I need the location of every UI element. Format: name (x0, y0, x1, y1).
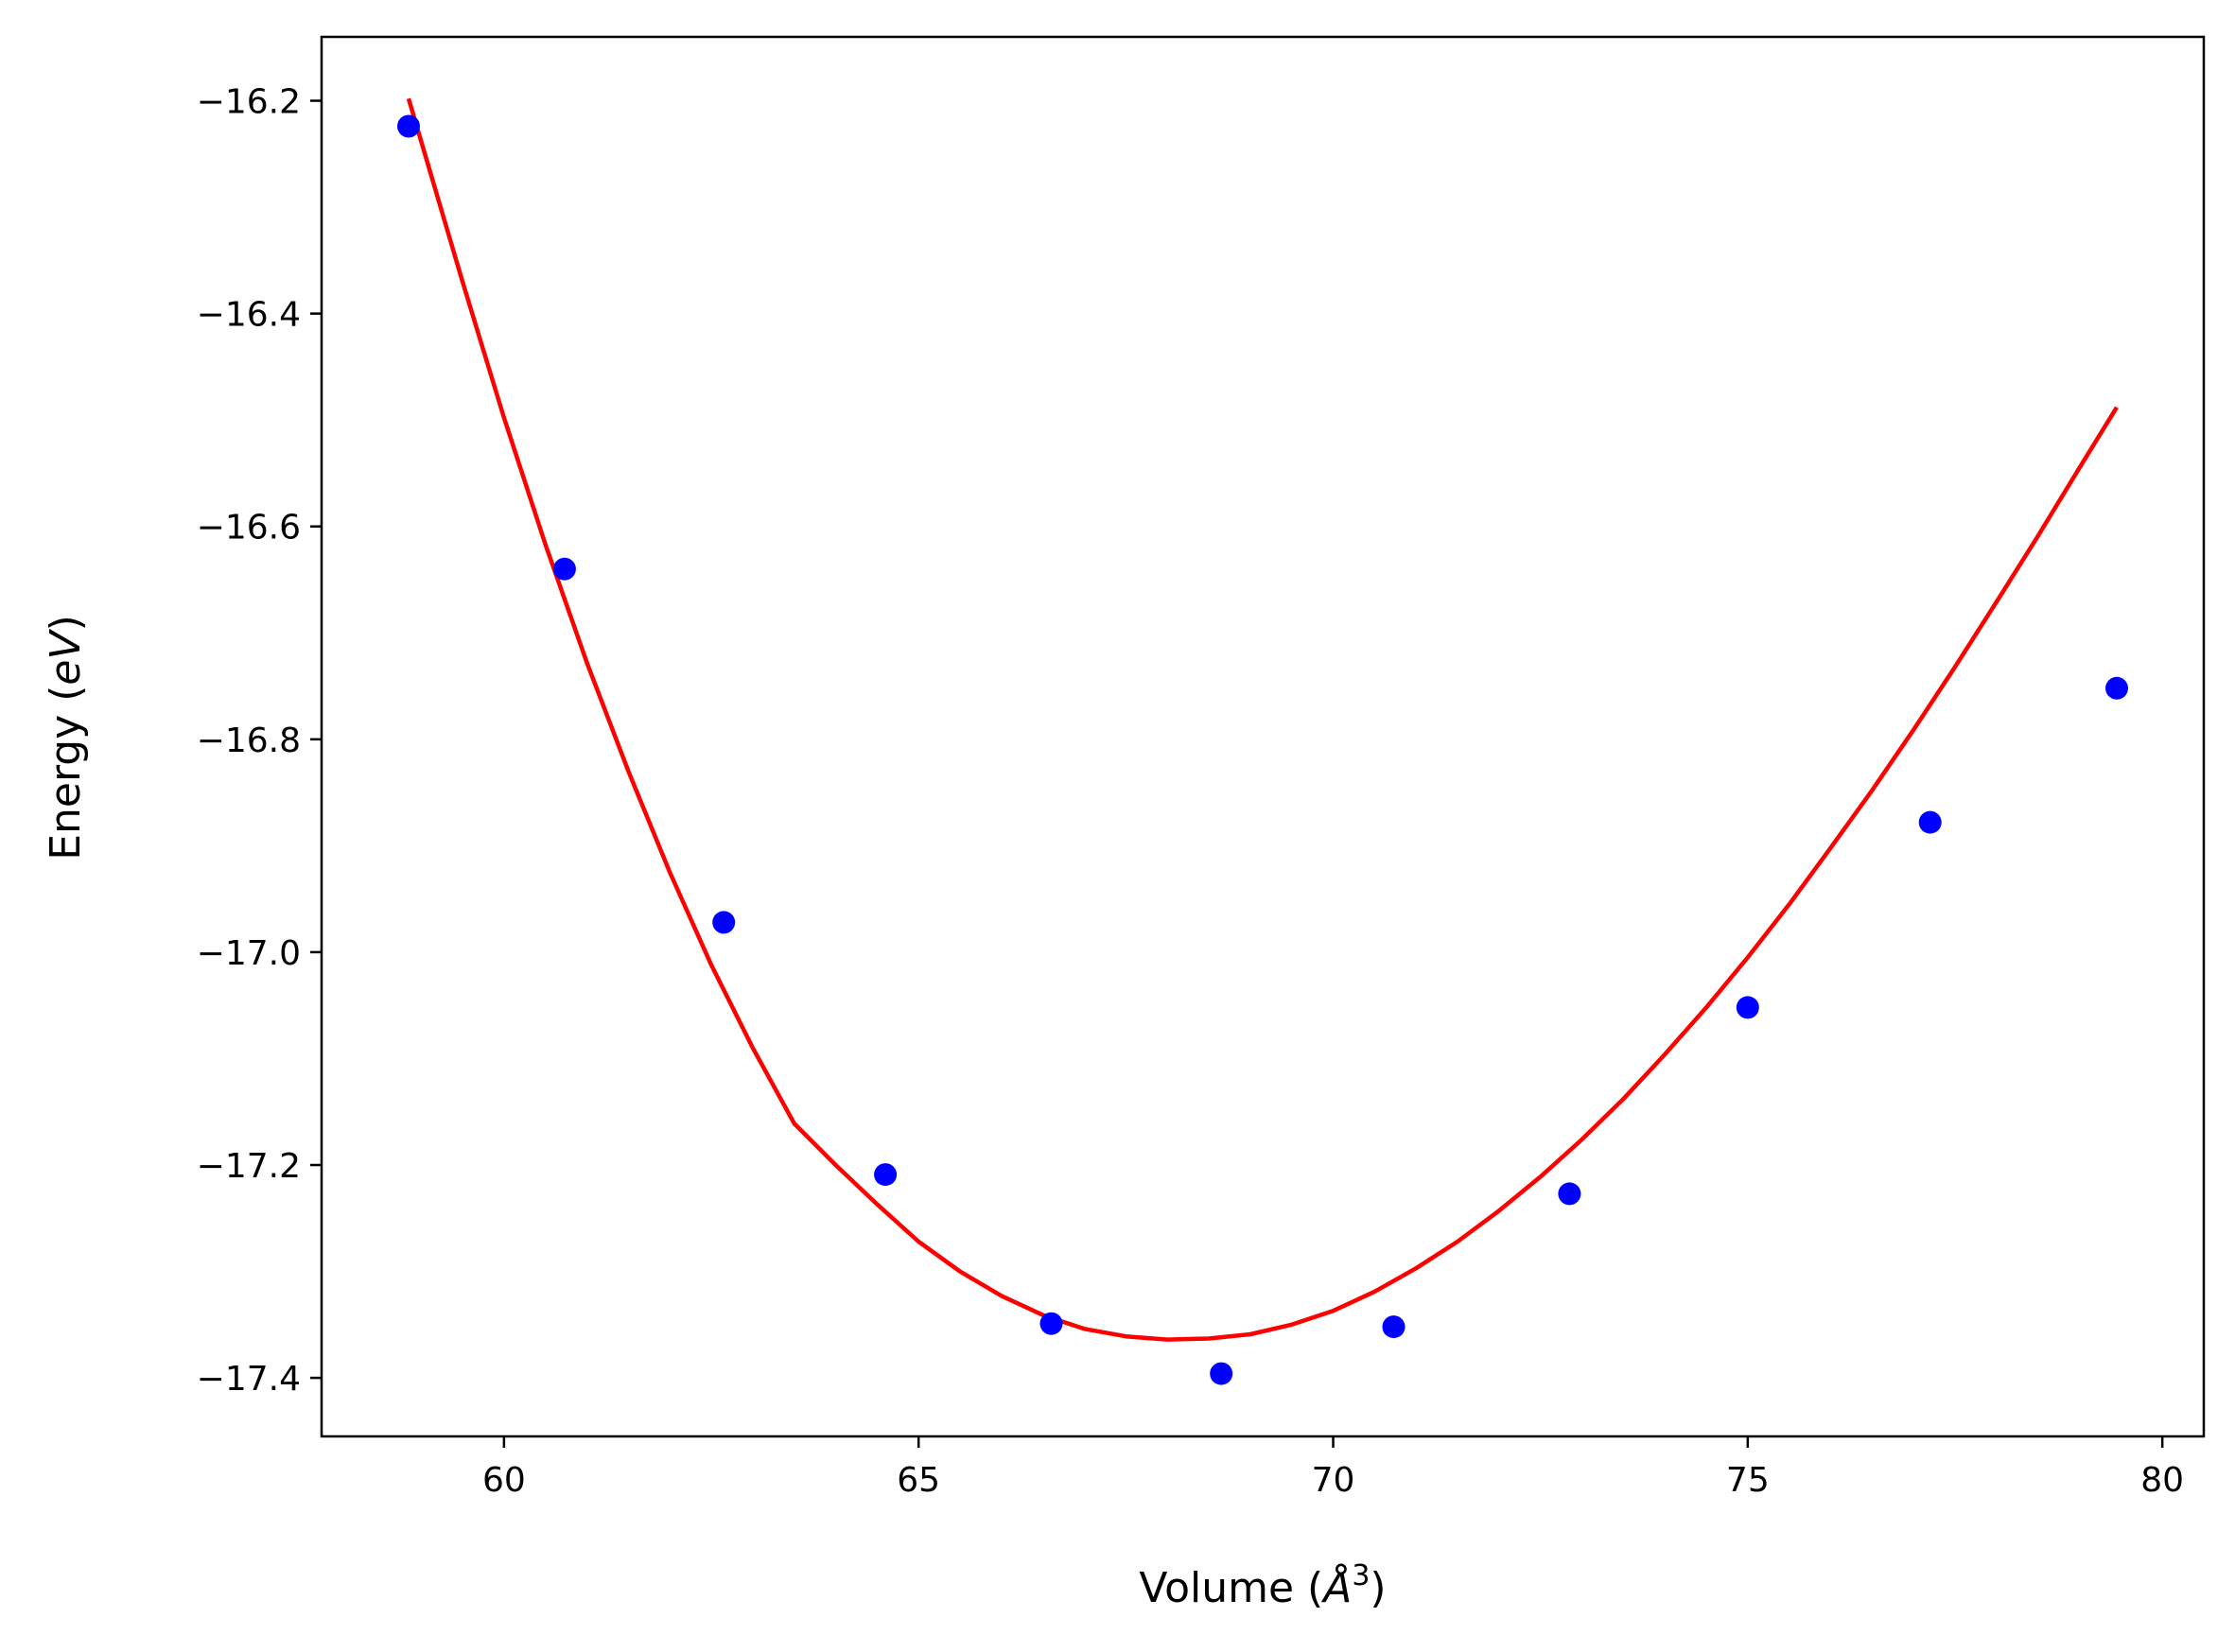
data-point (874, 1163, 898, 1187)
data-point (1558, 1182, 1581, 1206)
y-tick-label: −16.4 (197, 296, 301, 335)
y-tick-label: −16.2 (197, 83, 301, 122)
y-tick-label: −17.2 (197, 1147, 301, 1186)
x-tick-label: 65 (897, 1461, 940, 1500)
y-tick-label: −17.4 (197, 1360, 301, 1399)
y-axis: −16.2 −16.4 −16.6 −16.8 −17.0 −17.2 −17.4 (197, 83, 322, 1399)
x-tick-label: 60 (482, 1461, 526, 1500)
data-point (2105, 676, 2128, 700)
y-tick-label: −17.0 (197, 934, 301, 973)
fit-curve-layer (406, 97, 2119, 1342)
data-point (1918, 810, 1942, 834)
data-point (552, 557, 576, 581)
x-axis-label: Volume (Å3) (1139, 1559, 1386, 1612)
data-point (712, 911, 736, 934)
data-point (397, 114, 420, 138)
x-tick-label: 75 (1726, 1461, 1770, 1500)
x-tick-label: 80 (2140, 1461, 2184, 1500)
y-axis-label: Energy (eV) (42, 615, 90, 861)
data-point (1210, 1362, 1233, 1385)
x-tick-label: 70 (1312, 1461, 1355, 1500)
y-tick-label: −16.8 (197, 722, 301, 760)
x-axis: 60 65 70 75 80 (482, 1436, 2184, 1500)
data-points-layer (397, 114, 2128, 1385)
plot-frame (320, 35, 2206, 1438)
y-tick-label: −16.6 (197, 509, 301, 548)
data-point (1736, 996, 1759, 1019)
fit-curve (406, 97, 2119, 1342)
data-point (1039, 1312, 1063, 1335)
data-point (1382, 1315, 1406, 1339)
